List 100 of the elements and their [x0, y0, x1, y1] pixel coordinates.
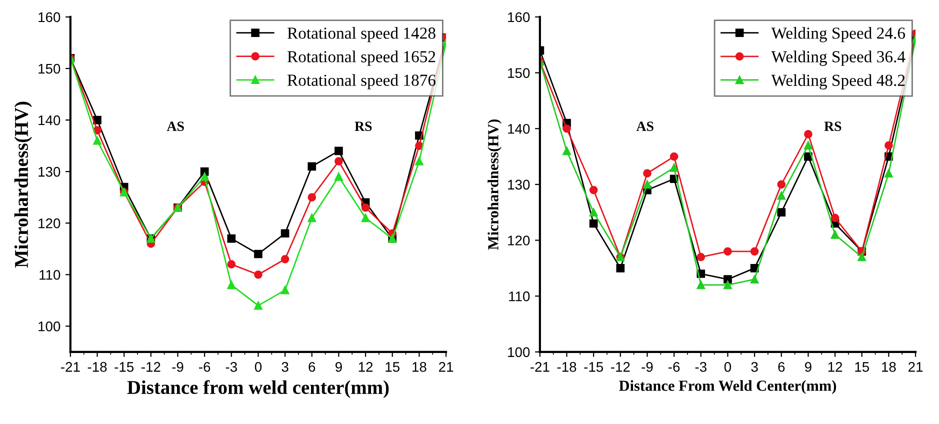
point [804, 130, 812, 138]
x-tick-label: 3 [282, 362, 288, 372]
point [227, 260, 236, 268]
x-tick-label: 6 [308, 362, 316, 372]
point [334, 157, 343, 166]
point [830, 214, 840, 222]
point [777, 191, 786, 200]
x-tick-label: 0 [724, 362, 732, 372]
point [804, 141, 812, 150]
annotation: AS [636, 122, 654, 131]
point [750, 247, 759, 256]
point [643, 169, 652, 178]
legend-label: Rotational speed 1428 [287, 27, 436, 42]
point [696, 280, 706, 290]
x-axis-title: Distance from weld center(mm) [127, 380, 389, 398]
y-tick-label: 120 [38, 218, 60, 228]
y-tick-label: 100 [508, 347, 530, 358]
x-axis-title: Distance From Weld Center(mm) [619, 380, 836, 394]
x-tick-label: -3 [226, 362, 237, 372]
x-tick-label: -9 [172, 362, 184, 372]
y-axis-title: Microhardness(HV) [488, 119, 502, 250]
point [280, 254, 290, 264]
x-tick-label: 12 [828, 362, 842, 372]
x-tick-label: 9 [336, 362, 342, 372]
point [589, 208, 598, 217]
point [200, 172, 209, 181]
y-tick-label: 160 [508, 12, 530, 22]
point [696, 252, 706, 262]
y-tick-label: 110 [509, 291, 530, 302]
x-tick-label: -18 [88, 362, 107, 372]
legend-label: Welding Speed 48.2 [771, 74, 905, 90]
point [616, 264, 625, 272]
point [589, 219, 598, 228]
point [227, 234, 236, 243]
point [280, 229, 290, 238]
x-tick-label: 12 [358, 362, 373, 372]
y-tick-label: 110 [40, 270, 60, 280]
x-tick-label: -6 [668, 362, 680, 372]
point [884, 141, 893, 150]
point [670, 164, 678, 172]
y-tick-label: 140 [38, 115, 60, 126]
annotation: RS [824, 122, 842, 131]
legend-label: Welding Speed 36.4 [771, 50, 906, 66]
x-tick-label: 21 [908, 362, 923, 372]
point [308, 162, 316, 171]
y-tick-label: 130 [38, 166, 60, 177]
x-tick-label: 15 [855, 362, 870, 372]
x-tick-label: 18 [412, 362, 426, 372]
y-tick-label: 160 [38, 12, 60, 22]
point [724, 247, 732, 256]
x-tick-label: 9 [805, 362, 812, 372]
point [308, 193, 316, 202]
x-tick-label: -18 [557, 362, 576, 372]
point [254, 270, 262, 279]
legend-label: Rotational speed 1652 [287, 50, 436, 66]
x-tick-label: 15 [386, 362, 400, 372]
point [562, 146, 571, 156]
x-tick-label: 3 [751, 362, 758, 372]
y-tick-label: 120 [508, 236, 530, 246]
legend-label: Rotational speed 1876 [287, 74, 436, 90]
x-tick-label: 21 [439, 362, 454, 372]
y-axis-title: Microhardness(HV) [14, 102, 32, 268]
point [884, 169, 893, 178]
y-tick-label: 130 [508, 180, 530, 190]
point [334, 172, 343, 181]
point [858, 252, 866, 262]
point [777, 180, 786, 189]
y-tick-label: 150 [38, 64, 60, 74]
point [415, 157, 424, 166]
annotation: AS [166, 122, 184, 131]
point [830, 230, 840, 239]
x-tick-label: -3 [695, 362, 706, 372]
point [670, 152, 678, 161]
point [361, 214, 370, 222]
x-tick-label: -6 [199, 362, 210, 372]
point [334, 146, 343, 156]
x-tick-label: 0 [254, 362, 262, 372]
legend-label: Welding Speed 24.6 [771, 27, 906, 42]
point [589, 186, 598, 194]
point [777, 208, 786, 217]
point [643, 180, 652, 189]
x-tick-label: -9 [642, 362, 653, 372]
point [724, 280, 732, 290]
point [724, 275, 732, 284]
point [308, 214, 316, 222]
x-tick-label: -15 [584, 362, 604, 372]
point [562, 124, 571, 133]
point [280, 286, 290, 294]
x-tick-label: 18 [882, 362, 896, 372]
y-tick-label: 150 [508, 68, 530, 78]
x-tick-label: -21 [61, 362, 80, 372]
point [750, 275, 759, 284]
y-tick-label: 100 [38, 321, 60, 332]
annotation: RS [354, 122, 372, 131]
point [415, 142, 424, 150]
x-tick-label: -21 [530, 362, 550, 372]
point [254, 250, 262, 258]
x-tick-label: -15 [114, 362, 134, 372]
point [93, 136, 102, 145]
y-tick-label: 140 [508, 124, 530, 134]
